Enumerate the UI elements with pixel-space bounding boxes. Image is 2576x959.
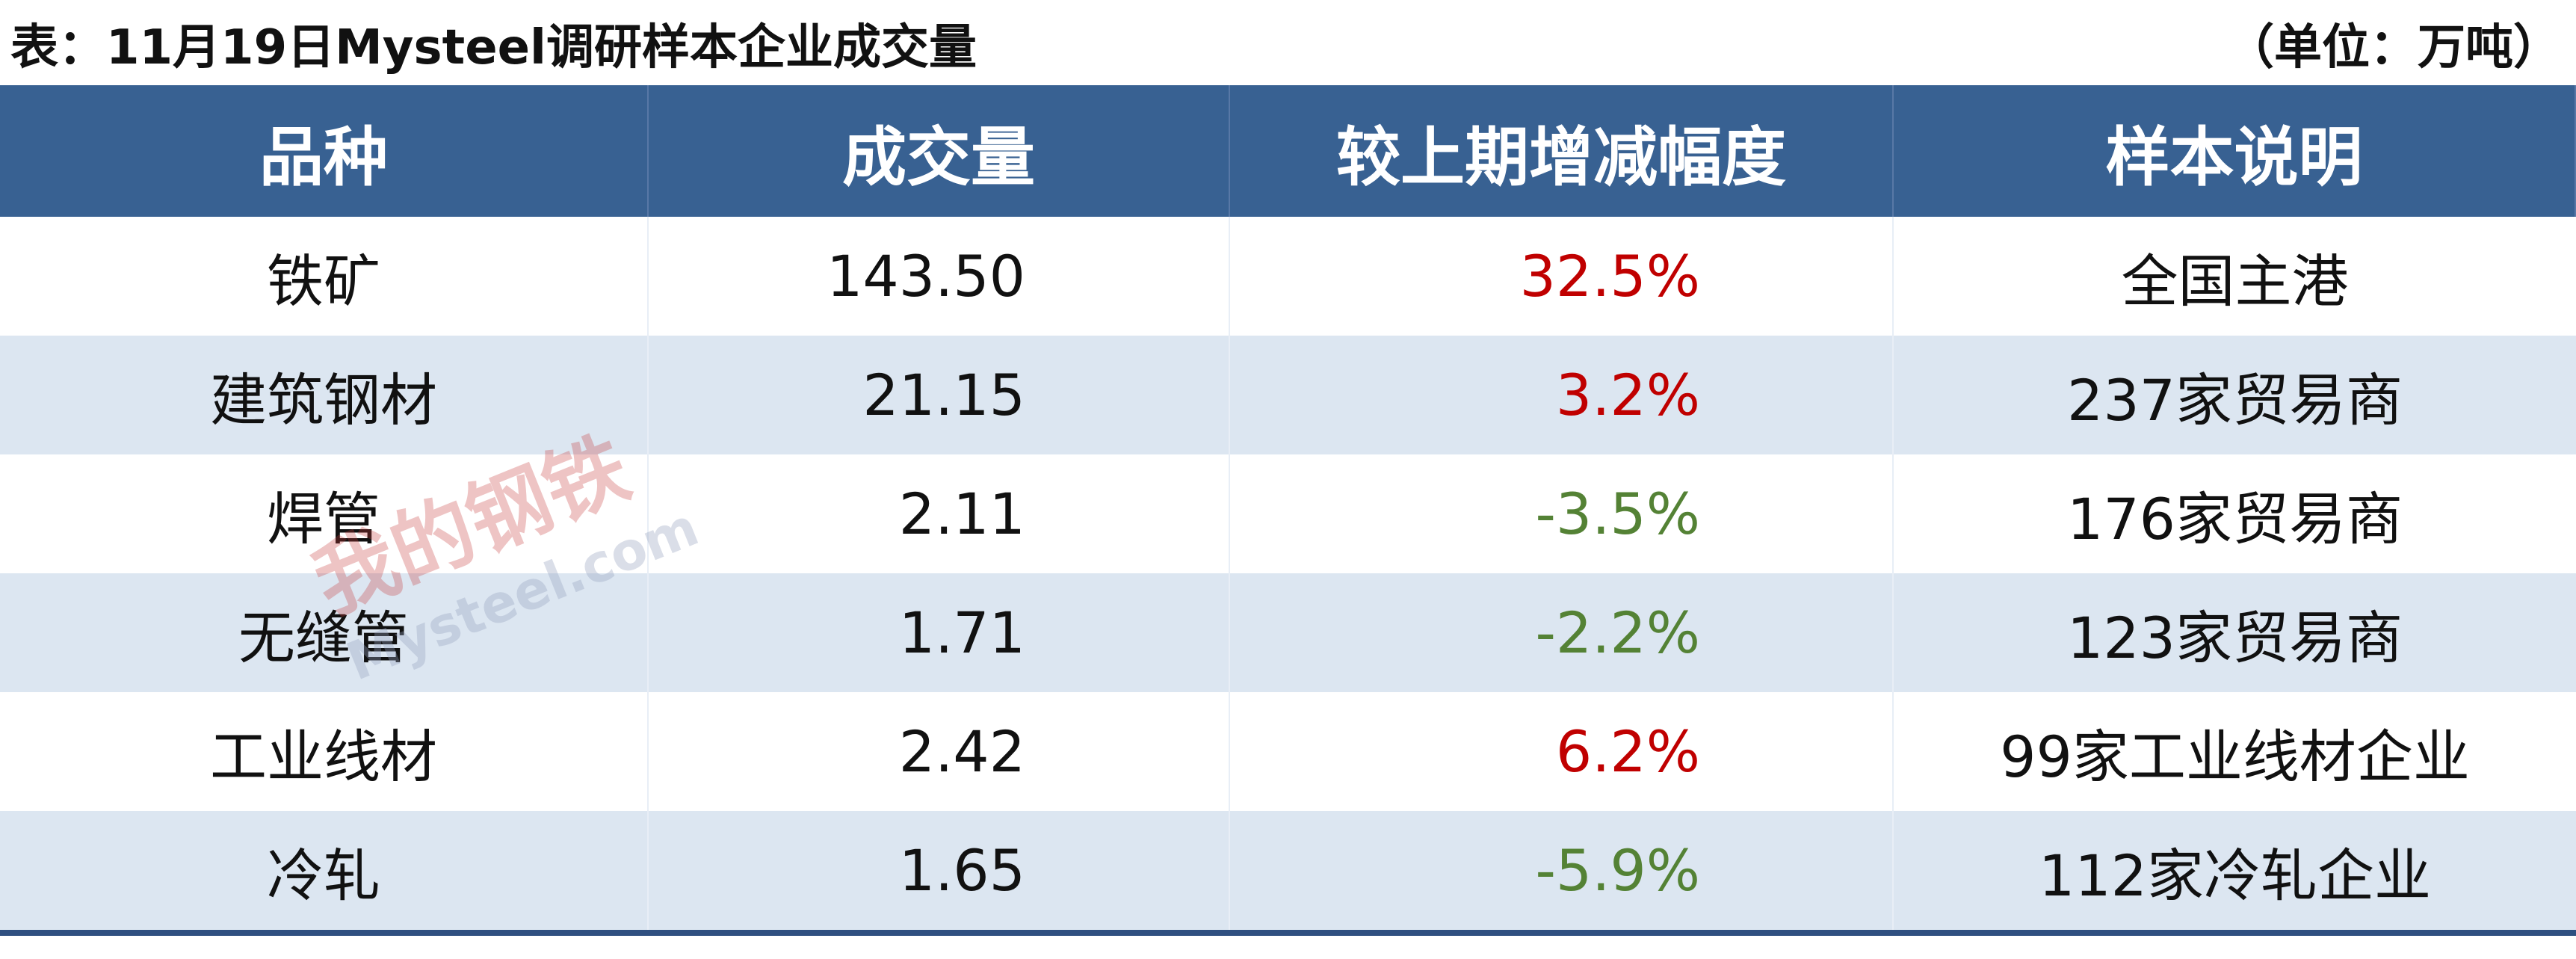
column-header: 品种	[0, 85, 649, 217]
product-cell: 冷轧	[0, 811, 649, 930]
table-row: 冷轧 1.65 -5.9% 112家冷轧企业	[0, 811, 2576, 930]
volume-cell: 21.15	[649, 336, 1230, 454]
change-cell: 32.5%	[1230, 217, 1894, 336]
product-cell: 铁矿	[0, 217, 649, 336]
change-cell: -3.5%	[1230, 454, 1894, 573]
table-row: 铁矿 143.50 32.5% 全国主港	[0, 217, 2576, 336]
sample-cell: 176家贸易商	[2066, 485, 2403, 552]
column-header: 成交量	[649, 85, 1230, 217]
volume-cell: 2.11	[649, 454, 1230, 573]
table-title: 表：11月19日Mysteel调研样本企业成交量	[10, 20, 977, 75]
change-cell: 3.2%	[1230, 336, 1894, 454]
table-row: 工业线材 2.42 6.2% 99家工业线材企业	[0, 692, 2576, 811]
change-cell: -2.2%	[1230, 573, 1894, 692]
header-row: 品种 成交量 较上期增减幅度 样本说明	[0, 85, 2576, 217]
product-cell: 焊管	[0, 454, 649, 573]
volume-cell: 2.42	[649, 692, 1230, 811]
column-header: 样本说明	[1894, 85, 2576, 217]
sample-cell: 全国主港	[2121, 247, 2349, 315]
bottom-border	[0, 930, 2576, 936]
table-row: 无缝管 1.71 -2.2% 123家贸易商	[0, 573, 2576, 692]
product-cell: 工业线材	[0, 692, 649, 811]
change-cell: -5.9%	[1230, 811, 1894, 930]
volume-cell: 143.50	[649, 217, 1230, 336]
sample-cell: 112家冷轧企业	[2038, 842, 2432, 909]
unit-note: （单位：万吨）	[2226, 20, 2561, 75]
title-bar: 表：11月19日Mysteel调研样本企业成交量 （单位：万吨）	[0, 0, 2576, 85]
data-table: 品种 成交量 较上期增减幅度 样本说明 铁矿 143.50 32.5% 全国主港 建筑钢材 21.…	[0, 85, 2576, 930]
sample-cell: 99家工业线材企业	[2000, 723, 2470, 790]
change-cell: 6.2%	[1230, 692, 1894, 811]
product-cell: 无缝管	[0, 573, 649, 692]
sample-cell: 237家贸易商	[2066, 366, 2403, 434]
column-header: 较上期增减幅度	[1230, 85, 1894, 217]
table-row: 焊管 2.11 -3.5% 176家贸易商	[0, 454, 2576, 573]
product-cell: 建筑钢材	[0, 336, 649, 454]
volume-cell: 1.71	[649, 573, 1230, 692]
table-row: 建筑钢材 21.15 3.2% 237家贸易商	[0, 336, 2576, 454]
sample-cell: 123家贸易商	[2066, 604, 2403, 671]
volume-cell: 1.65	[649, 811, 1230, 930]
